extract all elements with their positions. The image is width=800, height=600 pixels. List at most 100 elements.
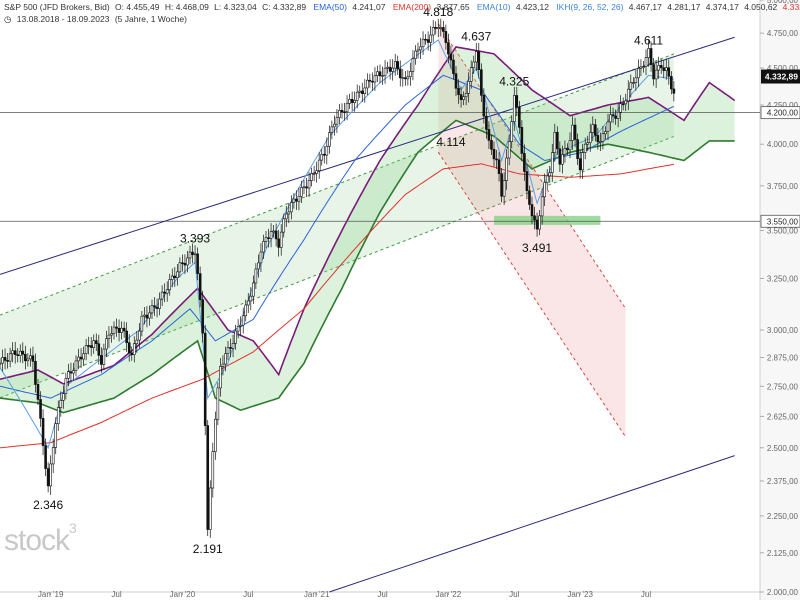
candle-body <box>148 312 151 319</box>
candle-body <box>355 91 359 101</box>
candle-body <box>317 159 321 172</box>
candle-body <box>302 186 306 189</box>
candle-body <box>107 334 111 340</box>
candle-body <box>201 299 204 334</box>
candle-body <box>198 273 202 300</box>
candle-body <box>74 360 78 371</box>
candle-body <box>426 39 430 43</box>
candle-body <box>196 253 199 274</box>
candle-body <box>447 42 450 55</box>
down-channel-lower <box>437 151 627 438</box>
candle-body <box>659 65 663 69</box>
candle-body <box>667 67 671 77</box>
candle-body <box>596 135 600 143</box>
candle-body <box>11 350 14 355</box>
candle-body <box>637 68 640 79</box>
candle-body <box>525 171 529 192</box>
candle-body <box>153 305 156 308</box>
candle-body <box>373 75 377 83</box>
candle-body <box>543 182 546 198</box>
candle-body <box>269 231 273 239</box>
candle-body <box>588 132 592 143</box>
candle-body <box>381 75 384 77</box>
candle-body <box>264 237 268 242</box>
candle-body <box>606 121 610 132</box>
candle-body <box>454 73 458 89</box>
candles-group <box>0 18 676 538</box>
candle-body <box>647 48 650 58</box>
candle-body <box>639 66 643 69</box>
candle-body <box>272 230 275 233</box>
candle-body <box>0 362 2 365</box>
stock3-logo: stock3 <box>4 520 77 558</box>
candle-body <box>320 153 324 161</box>
legend-ikh-value-5: 4.332,89 <box>782 2 800 12</box>
candle-body <box>219 366 222 389</box>
candle-body <box>518 106 521 128</box>
candle-body <box>409 71 412 78</box>
last-price-tag: 4.332,89 <box>765 72 798 82</box>
candle-body <box>168 279 172 291</box>
candle-body <box>485 115 488 130</box>
x-tick-label: Jul <box>111 590 121 599</box>
candle-body <box>464 92 468 98</box>
legend-ema10-label: EMA(10) <box>476 2 511 12</box>
candle-body <box>211 451 215 489</box>
level-tag-0: 4.200,00 <box>767 109 799 118</box>
annotation-2191: 2.191 <box>193 542 223 556</box>
legend-ikh-value-3: 4.374,17 <box>705 2 739 12</box>
x-tick-label: Jan '23 <box>567 590 593 599</box>
candle-body <box>611 114 615 117</box>
candle-body <box>383 67 387 76</box>
candle-body <box>644 57 648 67</box>
candle-body <box>386 66 389 69</box>
last-price-tag-box <box>761 69 800 84</box>
candle-body <box>216 387 220 420</box>
candle-body <box>41 418 45 446</box>
candle-body <box>122 327 126 332</box>
candle-body <box>262 241 265 253</box>
y-tick-label: 4.750,00 <box>767 29 799 38</box>
candle-body <box>535 219 539 230</box>
candle-body <box>594 124 597 136</box>
candle-body <box>221 363 225 367</box>
candle-body <box>64 378 68 394</box>
candle-body <box>474 51 478 63</box>
candle-body <box>100 355 103 365</box>
y-axis-panel <box>760 0 800 600</box>
candle-body <box>29 355 32 360</box>
candle-body <box>328 132 331 147</box>
candle-body <box>442 27 445 32</box>
candle-body <box>315 170 318 174</box>
candle-body <box>444 31 448 43</box>
candle-body <box>72 370 75 374</box>
candle-body <box>462 96 465 100</box>
candle-body <box>214 418 217 452</box>
y-tick-label: 3.250,00 <box>767 274 799 283</box>
x-tick-label: Jul <box>509 590 519 599</box>
candle-body <box>368 79 372 82</box>
candle-body <box>8 353 12 362</box>
y-tick-label: 2.000,00 <box>767 588 799 597</box>
legend-ikh-value-4: 4.050,62 <box>744 2 778 12</box>
candle-body <box>550 152 554 173</box>
candle-body <box>654 69 658 80</box>
candle-body <box>416 49 420 52</box>
uptrend-channel-fill <box>0 53 674 398</box>
candle-body <box>396 61 400 70</box>
candle-body <box>125 330 128 343</box>
candle-body <box>252 282 255 297</box>
candle-body <box>391 67 394 72</box>
candle-body <box>178 262 182 273</box>
candle-body <box>92 340 96 348</box>
candle-body <box>325 146 329 156</box>
candle-body <box>424 38 427 41</box>
candle-body <box>67 371 70 379</box>
y-tick-label: 2.125,00 <box>767 549 799 558</box>
candle-body <box>150 305 154 314</box>
candle-body <box>26 358 30 362</box>
candle-body <box>467 80 470 94</box>
candle-body <box>56 407 60 424</box>
